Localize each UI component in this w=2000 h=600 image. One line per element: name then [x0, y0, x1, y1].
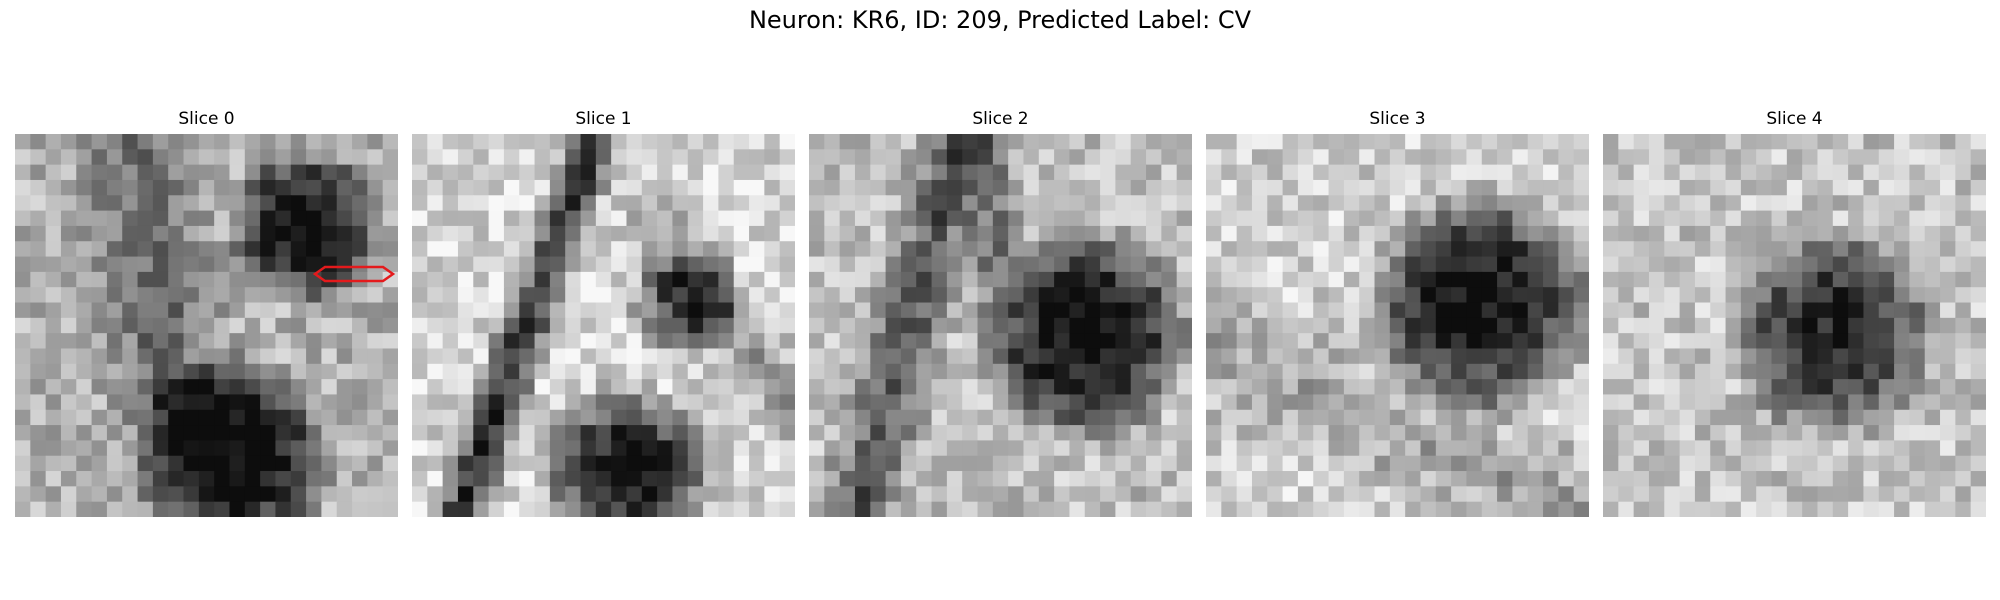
slice-image-0 [15, 134, 398, 517]
slice-title-2: Slice 2 [972, 109, 1029, 129]
slice-image-1 [412, 134, 795, 517]
slice-title-3: Slice 3 [1369, 109, 1426, 129]
slice-panel-0: Slice 0 [15, 108, 398, 517]
roi-outline [312, 265, 396, 283]
slice-title-1: Slice 1 [575, 109, 632, 129]
slice-panel-1: Slice 1 [412, 108, 795, 517]
slice-image-4 [1603, 134, 1986, 517]
slice-panel-4: Slice 4 [1603, 108, 1986, 517]
slice-panel-3: Slice 3 [1206, 108, 1589, 517]
slice-image-3 [1206, 134, 1589, 517]
slice-title-4: Slice 4 [1766, 109, 1823, 129]
slice-image-2 [809, 134, 1192, 517]
figure-title: Neuron: KR6, ID: 209, Predicted Label: C… [748, 6, 1252, 34]
slice-panel-2: Slice 2 [809, 108, 1192, 517]
slice-title-0: Slice 0 [178, 109, 235, 129]
